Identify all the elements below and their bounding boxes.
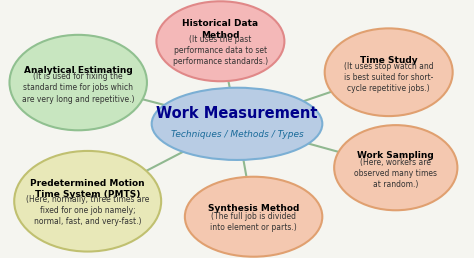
Text: (It uses stop watch and
is best suited for short-
cycle repetitive jobs.): (It uses stop watch and is best suited f… bbox=[344, 62, 434, 93]
Text: Techniques / Methods / Types: Techniques / Methods / Types bbox=[171, 130, 303, 139]
Text: Historical Data
Method: Historical Data Method bbox=[182, 19, 258, 39]
Text: Analytical Estimating: Analytical Estimating bbox=[24, 66, 133, 75]
Ellipse shape bbox=[156, 1, 284, 81]
Text: (It uses the past
performance data to set
performance standards.): (It uses the past performance data to se… bbox=[173, 35, 268, 66]
Text: (Here, normally, three times are
fixed for one job namely;
normal, fast, and ver: (Here, normally, three times are fixed f… bbox=[26, 195, 149, 226]
Ellipse shape bbox=[9, 35, 147, 130]
Text: (The full job is divided
into element or parts.): (The full job is divided into element or… bbox=[210, 212, 297, 232]
Ellipse shape bbox=[334, 125, 457, 210]
Text: (Here, workers are
observed many times
at random.): (Here, workers are observed many times a… bbox=[354, 158, 438, 189]
Ellipse shape bbox=[185, 177, 322, 257]
Text: Work Sampling: Work Sampling bbox=[357, 151, 434, 160]
Ellipse shape bbox=[152, 88, 322, 160]
Text: Time Study: Time Study bbox=[360, 56, 418, 65]
Text: Work Measurement: Work Measurement bbox=[156, 106, 318, 121]
Ellipse shape bbox=[325, 28, 453, 116]
Text: Predetermined Motion
Time System (PMTS): Predetermined Motion Time System (PMTS) bbox=[30, 179, 145, 199]
Ellipse shape bbox=[14, 151, 161, 252]
Text: (It is used for fixing the
standard time for jobs which
are very long and repeti: (It is used for fixing the standard time… bbox=[22, 72, 135, 103]
Text: Synthesis Method: Synthesis Method bbox=[208, 204, 299, 213]
